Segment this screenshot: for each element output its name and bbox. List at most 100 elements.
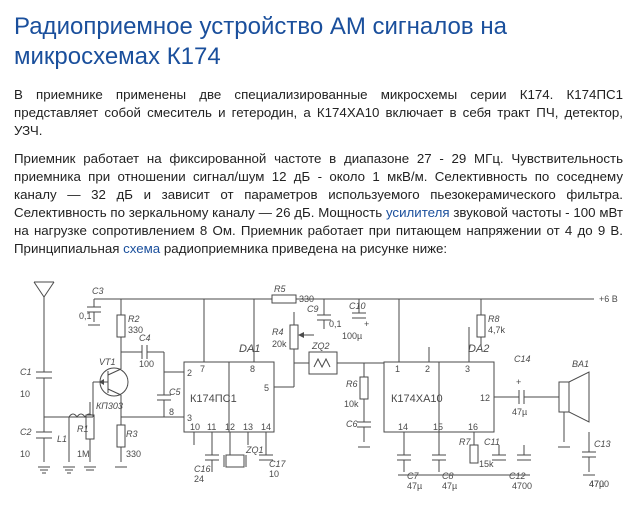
svg-text:C2: C2	[20, 427, 32, 437]
res-r4: R4 20k	[272, 312, 314, 387]
svg-text:C5: C5	[169, 387, 181, 397]
page-title: Радиоприемное устройство АМ сигналов на …	[14, 12, 623, 72]
cap-c10: C10 + 100µ	[342, 299, 369, 341]
svg-text:10: 10	[20, 389, 30, 399]
svg-text:0,1: 0,1	[329, 319, 342, 329]
antenna-icon	[34, 282, 54, 362]
transistor-vt1: VT1 КП303	[44, 352, 128, 417]
res-r8: R8 4,7k	[469, 299, 506, 347]
svg-text:C11: C11	[484, 437, 500, 447]
svg-text:2: 2	[425, 364, 430, 374]
svg-text:4,7k: 4,7k	[488, 325, 506, 335]
svg-text:DA1: DA1	[239, 343, 260, 355]
ic-da2: DA2 К174ХА10 1 2 3 12 14 15 16	[384, 343, 509, 445]
cap-c12: C12 4700	[509, 445, 532, 491]
svg-text:47µ: 47µ	[442, 481, 457, 491]
svg-text:R6: R6	[346, 379, 358, 389]
svg-text:C4: C4	[139, 333, 151, 343]
paragraph-2: Приемник работает на фиксированной часто…	[14, 150, 623, 258]
svg-text:C6: C6	[346, 419, 358, 429]
cap-c1: C1 10	[20, 362, 52, 417]
svg-text:47µ: 47µ	[512, 407, 527, 417]
svg-text:+: +	[516, 377, 521, 387]
svg-text:5: 5	[264, 383, 269, 393]
svg-text:R8: R8	[488, 314, 500, 324]
cap-c7: C7 47µ	[397, 445, 422, 491]
svg-text:ZQ2: ZQ2	[311, 341, 330, 351]
svg-text:К174ХА10: К174ХА10	[391, 393, 443, 405]
svg-text:C3: C3	[92, 286, 104, 296]
svg-text:24: 24	[194, 474, 204, 484]
svg-text:10: 10	[20, 449, 30, 459]
svg-text:8: 8	[250, 364, 255, 374]
svg-text:R3: R3	[126, 429, 138, 439]
supply-label: +6 В	[599, 294, 618, 304]
svg-text:R5: R5	[274, 284, 286, 294]
svg-text:2: 2	[187, 368, 192, 378]
resonator-zq1: ZQ1	[224, 445, 264, 467]
svg-text:4700: 4700	[512, 481, 532, 491]
paragraph-1: В приемнике применены две специализирова…	[14, 86, 623, 140]
res-r5: R5 330	[272, 284, 314, 304]
svg-text:16: 16	[468, 422, 478, 432]
schematic-link[interactable]: схема	[123, 241, 160, 256]
svg-text:330: 330	[126, 449, 141, 459]
cap-c6: C6	[346, 412, 371, 447]
svg-text:BA1: BA1	[572, 359, 589, 369]
svg-text:12: 12	[480, 393, 490, 403]
res-r3: R3 330	[115, 417, 141, 467]
svg-text:15: 15	[433, 422, 443, 432]
res-r6: R6 10k	[344, 363, 368, 412]
cap-c2: C2 10	[20, 417, 52, 473]
cap-c3: C3 0,1	[79, 286, 104, 325]
speaker-icon: BA1	[549, 359, 589, 447]
svg-text:ZQ1: ZQ1	[245, 445, 264, 455]
svg-text:47µ: 47µ	[407, 481, 422, 491]
svg-text:8: 8	[169, 407, 174, 417]
res-r2: R2 330	[117, 299, 143, 352]
svg-text:0,1: 0,1	[79, 311, 92, 321]
svg-text:C10: C10	[349, 301, 366, 311]
svg-text:13: 13	[243, 422, 253, 432]
svg-text:330: 330	[299, 294, 314, 304]
cap-c9: C9 0,1	[307, 299, 342, 329]
para1-text: В приемнике применены две специализирова…	[14, 87, 623, 138]
svg-text:3: 3	[465, 364, 470, 374]
svg-text:R2: R2	[128, 314, 140, 324]
svg-text:КП303: КП303	[96, 401, 123, 411]
cap-c4: C4 100	[121, 333, 164, 369]
svg-text:10k: 10k	[344, 399, 359, 409]
cap-c5: C5 8	[157, 372, 181, 417]
svg-text:14: 14	[261, 422, 271, 432]
svg-text:100: 100	[139, 359, 154, 369]
svg-text:C17: C17	[269, 459, 287, 469]
svg-text:C13: C13	[594, 439, 611, 449]
svg-text:R1: R1	[77, 424, 89, 434]
cap-c14: C14 + 47µ	[509, 354, 549, 417]
svg-text:20k: 20k	[272, 339, 287, 349]
svg-text:100µ: 100µ	[342, 331, 362, 341]
svg-text:11: 11	[207, 422, 216, 432]
svg-text:R7: R7	[459, 437, 471, 447]
amplifier-link[interactable]: усилителя	[386, 205, 450, 220]
cap-c13: C13 47µ 4700	[582, 432, 611, 489]
cap-c11: C11	[484, 437, 506, 460]
circuit-schematic: +6 В C1 10 L1	[14, 267, 623, 507]
svg-text:DA2: DA2	[468, 343, 489, 355]
svg-text:R4: R4	[272, 327, 284, 337]
svg-text:+: +	[364, 319, 369, 329]
svg-text:1M: 1M	[77, 449, 90, 459]
svg-text:VT1: VT1	[99, 357, 116, 367]
ic-da1: DA1 К174ПС1 2 3 7 8 5 10 11 12 13 14	[164, 343, 289, 445]
cap-c16: C16 24	[194, 445, 219, 484]
svg-text:10: 10	[269, 469, 279, 479]
svg-text:7: 7	[200, 364, 205, 374]
para2-c: радиоприемника приведена на рисунке ниже…	[160, 241, 447, 256]
svg-text:L1: L1	[57, 434, 67, 444]
svg-text:C16: C16	[194, 464, 211, 474]
svg-text:4700: 4700	[589, 479, 609, 489]
svg-text:К174ПС1: К174ПС1	[190, 393, 237, 405]
svg-text:C14: C14	[514, 354, 531, 364]
svg-text:C8: C8	[442, 471, 454, 481]
svg-text:C12: C12	[509, 471, 526, 481]
